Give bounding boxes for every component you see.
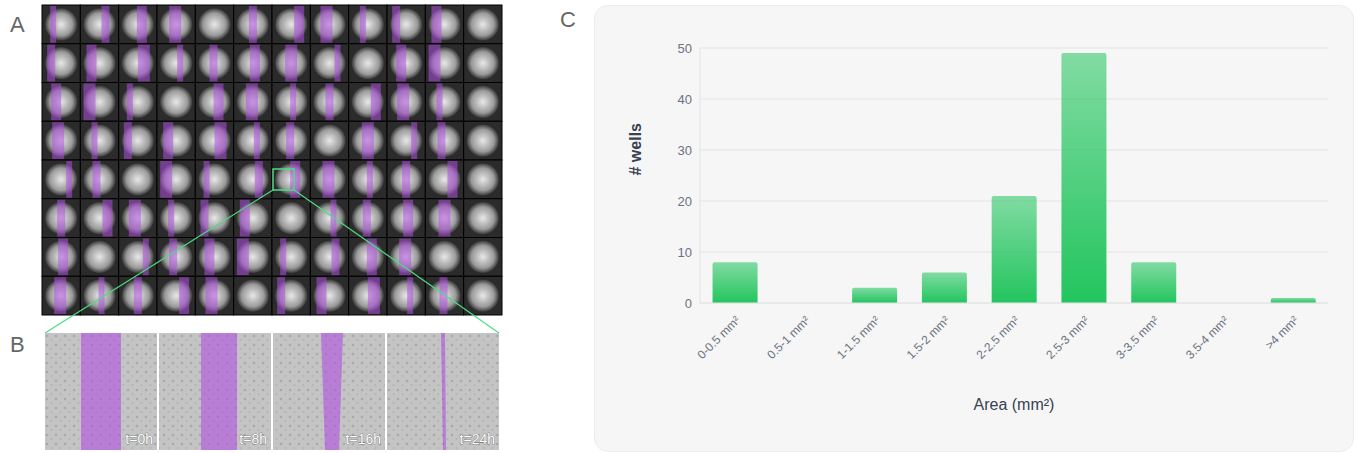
svg-text:t=0h: t=0h [125, 431, 153, 447]
svg-text:t=8h: t=8h [239, 431, 267, 447]
svg-text:10: 10 [678, 245, 692, 260]
svg-text:t=16h: t=16h [346, 431, 381, 447]
svg-text:0-0.5 mm²: 0-0.5 mm² [694, 313, 743, 362]
html-text:C: C [560, 7, 576, 32]
svg-text:B: B [10, 332, 25, 357]
svg-text:>4 mm²: >4 mm² [1262, 313, 1301, 352]
svg-text:t=24h: t=24h [460, 431, 495, 447]
svg-text:2-2.5 mm²: 2-2.5 mm² [974, 313, 1023, 362]
svg-text:Area (mm²): Area (mm²) [974, 396, 1055, 413]
svg-text:50: 50 [678, 41, 692, 56]
svg-text:# wells: # wells [627, 123, 644, 176]
svg-text:3-3.5 mm²: 3-3.5 mm² [1113, 313, 1162, 362]
svg-text:A: A [10, 12, 25, 37]
svg-text:40: 40 [678, 92, 692, 107]
svg-text:2.5-3 mm²: 2.5-3 mm² [1043, 313, 1092, 362]
svg-text:0: 0 [685, 296, 692, 311]
svg-text:3.5-4 mm²: 3.5-4 mm² [1183, 313, 1232, 362]
svg-text:30: 30 [678, 143, 692, 158]
svg-text:0.5-1 mm²: 0.5-1 mm² [764, 313, 813, 362]
svg-text:20: 20 [678, 194, 692, 209]
svg-text:1-1.5 mm²: 1-1.5 mm² [834, 313, 883, 362]
svg-text:1.5-2 mm²: 1.5-2 mm² [904, 313, 953, 362]
